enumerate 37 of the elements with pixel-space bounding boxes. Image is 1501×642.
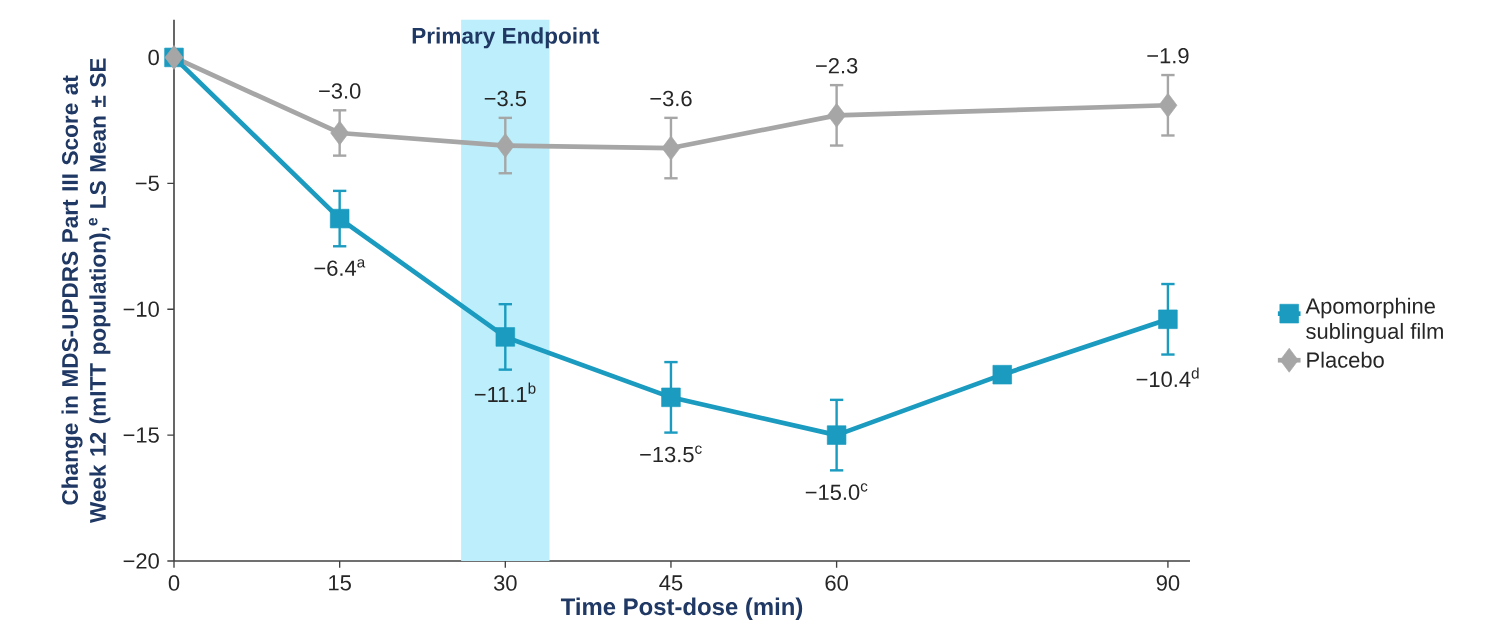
point [495,327,515,347]
data-label: −1.9 [1147,47,1189,64]
data-label: −3.6 [650,90,692,107]
data-label: −15.0$^{c}$ [805,483,868,501]
data-label: −3.5 [484,90,527,107]
legend-label: Apomorphine sublingual film [1305,297,1443,344]
x-tick-label: 60 [825,575,848,591]
data-label: −11.1$^{b}$ [474,382,536,402]
data-label: −13.5$^{c}$ [640,445,702,463]
x-tick-label: 0 [168,575,180,591]
y-axis-title: Change in MDS-UPDRS Part III Score at Week 12 (mITT population),$^{e}$ LS Mean ± SE [61,58,111,524]
point [992,365,1012,385]
data-label: −6.4$^{a}$ [314,259,366,276]
x-axis-title: Time Post-dose (min) [560,597,803,620]
data-label: −2.3 [816,58,858,74]
y-tick-label: −20 [123,553,159,569]
legend-label: Placebo [1307,351,1384,368]
x-tick-label: 15 [329,575,351,591]
x-tick-label: 90 [1156,575,1180,591]
point [1158,92,1178,118]
y-tick-label: 0 [148,49,159,66]
point [329,208,350,229]
y-tick-label: −10 [123,301,159,317]
x-tick-label: 30 [493,575,517,591]
data-label: −10.4$^{d}$ [1136,367,1199,388]
point [495,133,515,158]
band-label: Primary Endpoint [412,27,600,49]
y-tick-label: −5 [135,175,159,191]
y-tick-label: −15 [123,427,159,443]
x-tick-label: 45 [659,575,683,591]
point [330,120,349,146]
point [827,103,846,128]
point [661,135,681,161]
data-label: −3.0 [319,83,361,99]
point [1158,309,1178,329]
point [661,387,681,408]
point [826,425,847,445]
